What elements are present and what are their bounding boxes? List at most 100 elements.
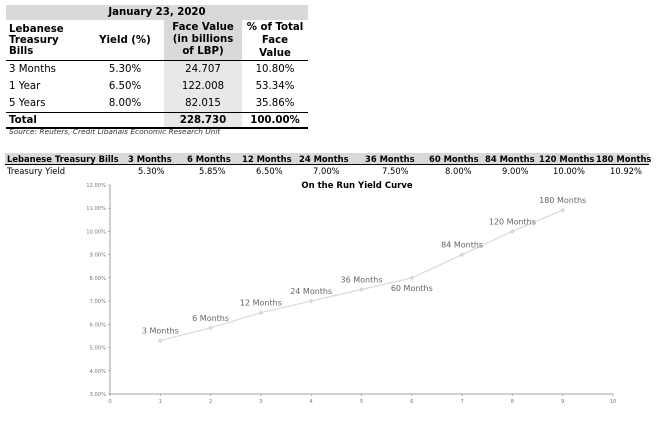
row-pct: 35.86% [255, 98, 295, 109]
chart-title: On the Run Yield Curve [301, 181, 412, 191]
source-note: Source: Reuters, Credit Libanais Economi… [9, 127, 221, 136]
row-face-value: 24.707 [164, 60, 242, 78]
total-label: Total [6, 112, 86, 129]
strip-tenor: 120 Months [539, 154, 595, 164]
row-pct: 53.34% [255, 81, 295, 92]
data-point [358, 286, 365, 293]
strip-yield: 10.92% [610, 166, 642, 176]
row-face-value: 82.015 [164, 95, 242, 113]
header-face-line: of LBP) [182, 46, 224, 57]
x-tick-label: 3 [259, 399, 262, 405]
strip-yield: 6.50% [256, 166, 283, 176]
point-label: 12 Months [240, 299, 282, 308]
row-yield: 6.50% [108, 81, 142, 92]
header-yield: Yield (%) [86, 19, 164, 61]
x-tick-label: 2 [209, 399, 212, 405]
x-tick-label: 10 [610, 399, 617, 405]
point-label: 180 Months [539, 196, 586, 205]
yield-strip-table: Lebanese Treasury Bills 3 Months 6 Month… [5, 153, 652, 176]
header-pct-line: % of Total [246, 21, 304, 33]
strip-yield: 5.30% [138, 166, 165, 176]
y-tick-label: 8.00% [90, 276, 107, 282]
strip-tenor: 24 Months [299, 154, 349, 164]
point-label-group: 3 Months 6 Months 12 Months 24 Months 36 Mon… [142, 196, 586, 336]
strip-header-label: Lebanese Treasury Bills [7, 154, 119, 164]
strip-tenor: 6 Months [187, 154, 231, 164]
y-tick-label: 9.00% [90, 253, 107, 259]
treasury-bills-table: January 23, 2020 Lebanese Treasury Bills… [6, 5, 308, 129]
total-empty [86, 112, 164, 129]
total-pct: 100.00% [242, 112, 308, 129]
header-face-line: Face Value [172, 22, 234, 33]
header-face-value: Face Value (in billions of LBP) [164, 19, 242, 61]
x-tick-label: 8 [511, 399, 514, 405]
data-point [208, 325, 214, 331]
strip-tenor: 36 Months [365, 154, 415, 164]
y-tick-group: 3.00% 4.00% 5.00% 6.00% 7.00% 8.00% 9.00% 10.00… [86, 183, 110, 398]
y-tick-label: 11.00% [86, 206, 106, 212]
y-tick-label: 3.00% [90, 392, 107, 398]
y-tick-label: 4.00% [90, 369, 107, 375]
data-point [509, 228, 515, 235]
point-label: 6 Months [192, 314, 229, 323]
point-label: 3 Months [142, 327, 179, 336]
x-tick-label: 6 [410, 399, 413, 405]
point-label: 36 Months [341, 276, 383, 285]
strip-row-label: Treasury Yield [7, 166, 66, 176]
point-label: 60 Months [391, 284, 433, 293]
header-pct: % of Total Face Value [242, 19, 308, 61]
total-face-value: 228.730 [164, 112, 242, 129]
header-bills-line: Lebanese [9, 23, 64, 35]
data-point [308, 298, 314, 304]
strip-tenor: 60 Months [429, 154, 479, 164]
strip-tenor: 84 Months [485, 154, 535, 164]
strip-yield: 7.50% [382, 166, 409, 176]
strip-yield: 8.00% [445, 166, 472, 176]
point-label: 24 Months [290, 287, 332, 296]
data-point [157, 337, 163, 344]
strip-yield-row: Treasury Yield 5.30% 5.85% 6.50% 7.00% 7… [5, 165, 649, 176]
strip-yield: 7.00% [313, 166, 340, 176]
row-tenor: 1 Year [9, 81, 41, 92]
x-tick-label: 1 [159, 399, 162, 405]
y-tick-label: 7.00% [90, 299, 107, 305]
data-point [459, 252, 465, 258]
table-row: 5 Years 8.00% 82.015 35.86% [6, 95, 308, 113]
data-point [409, 275, 415, 281]
strip-tenor: 3 Months [128, 154, 172, 164]
row-pct: 10.80% [255, 64, 295, 75]
point-group [157, 207, 566, 344]
row-tenor: 5 Years [9, 98, 46, 109]
y-tick-label: 10.00% [86, 229, 106, 235]
strip-yield: 9.00% [502, 166, 529, 176]
y-tick-label: 12.00% [86, 183, 106, 189]
header-bills-line: Bills [9, 45, 34, 57]
strip-header-row: Lebanese Treasury Bills 3 Months 6 Month… [5, 153, 652, 165]
y-tick-label: 6.00% [90, 322, 107, 328]
x-tick-group: 0 1 2 3 4 5 6 7 8 9 10 [108, 394, 616, 405]
strip-yield: 5.85% [199, 166, 226, 176]
header-bills-line: Treasury [9, 34, 59, 46]
row-tenor: 3 Months [9, 64, 56, 75]
header-pct-line: Face Value [259, 34, 291, 59]
x-tick-label: 7 [460, 399, 463, 405]
row-yield: 5.30% [108, 64, 142, 75]
point-label: 120 Months [489, 217, 536, 226]
strip-yield: 10.00% [553, 166, 585, 176]
header-bills: Lebanese Treasury Bills [6, 19, 86, 61]
point-label: 84 Months [441, 241, 483, 250]
data-point [258, 310, 264, 316]
x-tick-label: 0 [108, 399, 111, 405]
x-tick-label: 4 [310, 399, 314, 405]
header-face-line: (in billions [172, 34, 234, 45]
x-tick-label: 9 [561, 399, 564, 405]
x-tick-label: 5 [360, 399, 363, 405]
row-face-value: 122.008 [164, 78, 242, 95]
strip-tenor: 12 Months [242, 154, 292, 164]
table-row: 3 Months 5.30% 24.707 10.80% [6, 60, 308, 78]
strip-tenor: 180 Months [596, 154, 652, 164]
total-row: Total 228.730 100.00% [6, 112, 308, 129]
data-point [560, 207, 566, 213]
row-yield: 8.00% [108, 98, 142, 109]
